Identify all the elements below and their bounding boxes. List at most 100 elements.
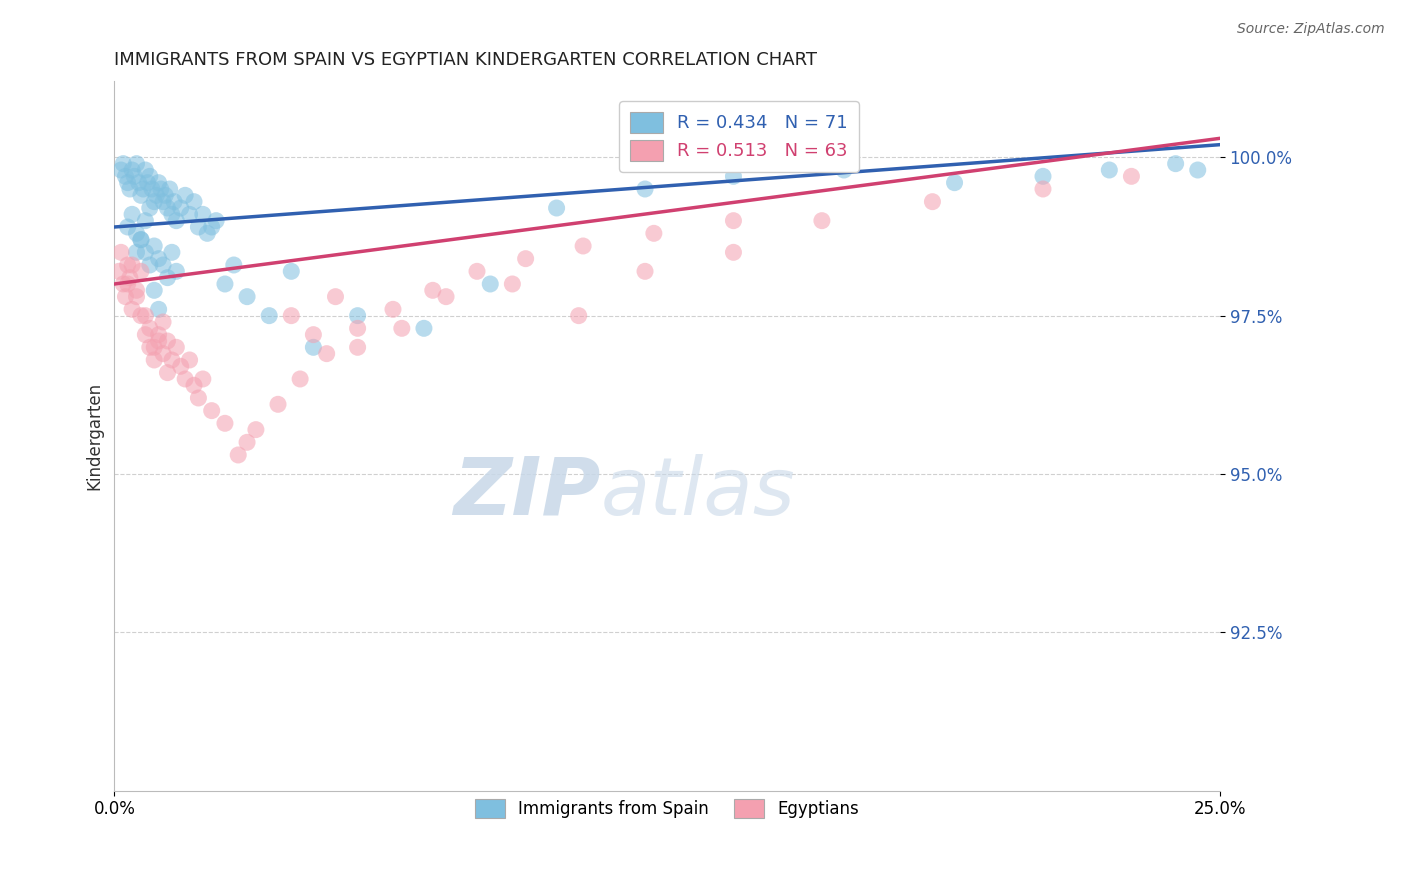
Point bbox=[413, 321, 436, 335]
Point bbox=[141, 182, 163, 196]
Point bbox=[139, 321, 162, 335]
Point bbox=[125, 290, 148, 304]
Point bbox=[382, 302, 405, 317]
Point bbox=[634, 182, 657, 196]
Point bbox=[129, 264, 152, 278]
Point bbox=[143, 283, 166, 297]
Point bbox=[139, 340, 162, 354]
Point bbox=[465, 264, 488, 278]
Point bbox=[257, 309, 280, 323]
Point bbox=[280, 264, 302, 278]
Point bbox=[434, 290, 457, 304]
Legend: Immigrants from Spain, Egyptians: Immigrants from Spain, Egyptians bbox=[468, 792, 866, 825]
Point bbox=[315, 346, 337, 360]
Point bbox=[501, 277, 523, 291]
Point bbox=[129, 233, 152, 247]
Point bbox=[163, 194, 186, 209]
Point bbox=[325, 290, 347, 304]
Point bbox=[112, 156, 135, 170]
Point bbox=[179, 207, 201, 221]
Point bbox=[134, 163, 156, 178]
Point bbox=[134, 245, 156, 260]
Point bbox=[121, 163, 143, 178]
Point bbox=[214, 417, 236, 431]
Point bbox=[832, 163, 855, 178]
Point bbox=[546, 201, 568, 215]
Point bbox=[183, 378, 205, 392]
Point bbox=[346, 340, 368, 354]
Point bbox=[723, 245, 745, 260]
Point bbox=[422, 283, 444, 297]
Point bbox=[125, 245, 148, 260]
Point bbox=[121, 302, 143, 317]
Point bbox=[187, 219, 209, 234]
Point bbox=[125, 283, 148, 297]
Point bbox=[187, 391, 209, 405]
Point bbox=[160, 245, 183, 260]
Point bbox=[156, 201, 179, 215]
Point bbox=[117, 219, 139, 234]
Point bbox=[1032, 182, 1054, 196]
Point bbox=[118, 182, 141, 196]
Point bbox=[1164, 156, 1187, 170]
Point bbox=[143, 194, 166, 209]
Point bbox=[134, 327, 156, 342]
Point bbox=[139, 258, 162, 272]
Point bbox=[391, 321, 413, 335]
Point bbox=[174, 188, 197, 202]
Point bbox=[170, 201, 193, 215]
Point bbox=[302, 340, 325, 354]
Point bbox=[149, 182, 172, 196]
Point bbox=[110, 163, 132, 178]
Point bbox=[174, 372, 197, 386]
Point bbox=[148, 334, 170, 348]
Point bbox=[943, 176, 966, 190]
Point bbox=[921, 194, 943, 209]
Point bbox=[117, 176, 139, 190]
Point bbox=[1121, 169, 1143, 184]
Point bbox=[139, 201, 162, 215]
Point bbox=[152, 346, 174, 360]
Point bbox=[143, 340, 166, 354]
Point bbox=[148, 176, 170, 190]
Point bbox=[226, 448, 249, 462]
Point bbox=[165, 340, 187, 354]
Point bbox=[191, 372, 214, 386]
Point bbox=[1032, 169, 1054, 184]
Point bbox=[117, 277, 139, 291]
Point bbox=[195, 227, 218, 241]
Point bbox=[125, 156, 148, 170]
Point bbox=[201, 219, 224, 234]
Point bbox=[191, 207, 214, 221]
Point bbox=[148, 327, 170, 342]
Point bbox=[124, 169, 146, 184]
Point bbox=[155, 188, 177, 202]
Point bbox=[568, 309, 591, 323]
Point bbox=[143, 353, 166, 368]
Point bbox=[134, 213, 156, 227]
Point bbox=[205, 213, 228, 227]
Point bbox=[156, 366, 179, 380]
Point bbox=[121, 207, 143, 221]
Point bbox=[165, 264, 187, 278]
Point bbox=[634, 264, 657, 278]
Point bbox=[117, 258, 139, 272]
Point bbox=[129, 309, 152, 323]
Point bbox=[723, 213, 745, 227]
Point bbox=[152, 194, 174, 209]
Point bbox=[128, 176, 150, 190]
Point bbox=[108, 264, 131, 278]
Point bbox=[222, 258, 245, 272]
Point bbox=[165, 213, 187, 227]
Point bbox=[479, 277, 502, 291]
Point bbox=[515, 252, 537, 266]
Point bbox=[267, 397, 290, 411]
Point bbox=[811, 213, 834, 227]
Point bbox=[112, 277, 135, 291]
Y-axis label: Kindergarten: Kindergarten bbox=[86, 382, 103, 490]
Point bbox=[125, 227, 148, 241]
Point bbox=[245, 423, 267, 437]
Point bbox=[302, 327, 325, 342]
Point bbox=[723, 169, 745, 184]
Point bbox=[110, 245, 132, 260]
